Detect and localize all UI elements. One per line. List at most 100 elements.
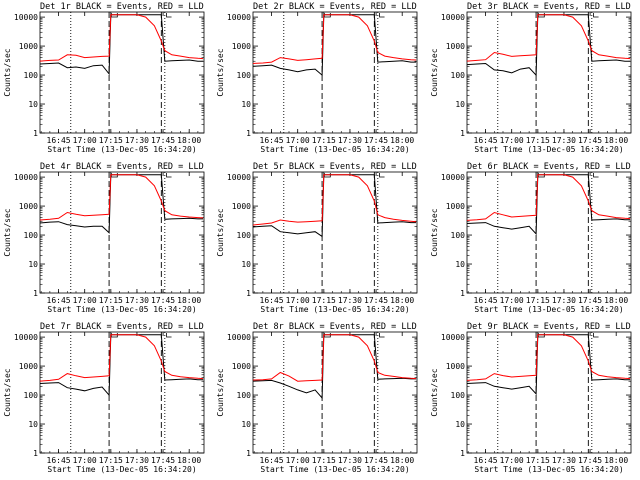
y-tick-label: 1 (33, 289, 38, 298)
x-tick-label: 18:00 (604, 456, 628, 465)
y-tick-label: 100 (24, 71, 39, 80)
x-tick-label: 17:00 (286, 296, 310, 305)
x-tick-label: 17:45 (364, 296, 388, 305)
x-tick-label: 17:00 (500, 296, 524, 305)
y-axis-label: Counts/sec (430, 208, 439, 256)
x-tick-label: 17:45 (578, 136, 602, 145)
x-tick-label: 17:30 (125, 136, 149, 145)
y-tick-label: 10 (241, 420, 251, 429)
x-tick-label: 17:00 (73, 136, 97, 145)
y-axis-label: Counts/sec (430, 368, 439, 416)
x-tick-label: 17:30 (338, 296, 362, 305)
x-tick-label: 17:30 (552, 296, 576, 305)
y-axis-label: Counts/sec (430, 48, 439, 96)
lld-series-line (467, 334, 631, 381)
attenuator-marker (166, 173, 172, 178)
lld-series-line (40, 14, 204, 62)
attenuator-marker (166, 333, 172, 338)
lld-series-line (40, 174, 204, 221)
x-tick-label: 17:00 (500, 456, 524, 465)
y-tick-label: 10000 (227, 173, 251, 182)
x-axis-label: Start Time (13-Dec-05 16:34:20) (260, 145, 409, 154)
attenuator-marker (166, 13, 172, 18)
y-axis-label: Counts/sec (3, 368, 12, 416)
x-axis-label: Start Time (13-Dec-05 16:34:20) (474, 305, 623, 314)
detector-panel: Det 5r BLACK = Events, RED = LLD 1 10 100 10… (216, 162, 418, 314)
x-tick-label: 17:15 (312, 296, 336, 305)
x-tick-label: 18:00 (177, 296, 201, 305)
x-tick-label: 17:30 (125, 456, 149, 465)
x-tick-label: 17:15 (99, 456, 123, 465)
x-tick-label: 17:00 (73, 456, 97, 465)
panel-title: Det 1r BLACK = Events, RED = LLD (40, 2, 204, 12)
events-series-line (253, 14, 417, 77)
y-tick-label: 100 (237, 391, 252, 400)
panel-title: Det 8r BLACK = Events, RED = LLD (253, 322, 417, 332)
x-tick-label: 17:15 (99, 136, 123, 145)
x-tick-label: 17:30 (338, 136, 362, 145)
detector-panel: Det 6r BLACK = Events, RED = LLD 1 10 100 10… (430, 162, 632, 314)
y-tick-label: 10 (241, 260, 251, 269)
x-tick-label: 17:15 (526, 136, 550, 145)
lld-series-line (467, 174, 631, 221)
x-tick-label: 16:45 (260, 296, 284, 305)
y-tick-label: 10 (241, 100, 251, 109)
attenuator-marker (379, 173, 385, 178)
detector-panel: Det 3r BLACK = Events, RED = LLD 1 10 100 10… (430, 2, 632, 154)
y-tick-label: 10000 (14, 173, 38, 182)
lld-series-line (253, 334, 417, 382)
y-tick-label: 10000 (441, 13, 465, 22)
plot-frame (466, 331, 632, 454)
y-tick-label: 1 (460, 289, 465, 298)
plot-frame (252, 331, 418, 454)
x-axis-label: Start Time (13-Dec-05 16:34:20) (47, 465, 196, 474)
plot-frame (39, 331, 205, 454)
y-axis-label: Counts/sec (216, 368, 225, 416)
plot-frame (252, 171, 418, 294)
y-tick-label: 100 (451, 391, 466, 400)
x-tick-label: 16:45 (474, 136, 498, 145)
y-tick-label: 1000 (232, 202, 251, 211)
x-tick-label: 17:15 (99, 296, 123, 305)
detector-panel: Det 1r BLACK = Events, RED = LLD 1 10 100 10… (3, 2, 205, 154)
events-series-line (253, 334, 417, 400)
detector-panel: Det 9r BLACK = Events, RED = LLD 1 10 100 10… (430, 322, 632, 474)
y-tick-label: 10 (28, 100, 38, 109)
y-tick-label: 10000 (441, 173, 465, 182)
y-axis-label: Counts/sec (216, 48, 225, 96)
y-tick-label: 1 (460, 129, 465, 138)
y-tick-label: 10 (455, 420, 465, 429)
y-tick-label: 1000 (232, 362, 251, 371)
events-series-line (40, 14, 204, 76)
x-tick-label: 18:00 (390, 136, 414, 145)
y-tick-label: 100 (237, 71, 252, 80)
x-tick-label: 17:45 (151, 136, 175, 145)
x-tick-label: 17:15 (312, 456, 336, 465)
y-tick-label: 1000 (232, 42, 251, 51)
x-tick-label: 17:45 (364, 136, 388, 145)
x-tick-label: 17:15 (526, 296, 550, 305)
plot-frame (466, 11, 632, 134)
lld-series-line (253, 174, 417, 226)
x-axis-label: Start Time (13-Dec-05 16:34:20) (47, 305, 196, 314)
y-tick-label: 1000 (446, 202, 465, 211)
x-tick-label: 18:00 (177, 456, 201, 465)
x-tick-label: 17:30 (125, 296, 149, 305)
y-tick-label: 100 (451, 71, 466, 80)
attenuator-marker (593, 333, 599, 338)
x-tick-label: 17:15 (312, 136, 336, 145)
y-tick-label: 1000 (446, 42, 465, 51)
y-tick-label: 1000 (19, 42, 38, 51)
detector-panel: Det 2r BLACK = Events, RED = LLD 1 10 100 10… (216, 2, 418, 154)
x-tick-label: 18:00 (390, 456, 414, 465)
events-series-line (467, 334, 631, 396)
y-tick-label: 10000 (441, 333, 465, 342)
detector-panel: Det 8r BLACK = Events, RED = LLD 1 10 100 10… (216, 322, 418, 474)
x-tick-label: 16:45 (47, 296, 71, 305)
x-tick-label: 17:45 (578, 296, 602, 305)
y-tick-label: 1 (33, 129, 38, 138)
y-tick-label: 100 (24, 391, 39, 400)
events-series-line (40, 334, 204, 397)
events-series-line (467, 14, 631, 77)
